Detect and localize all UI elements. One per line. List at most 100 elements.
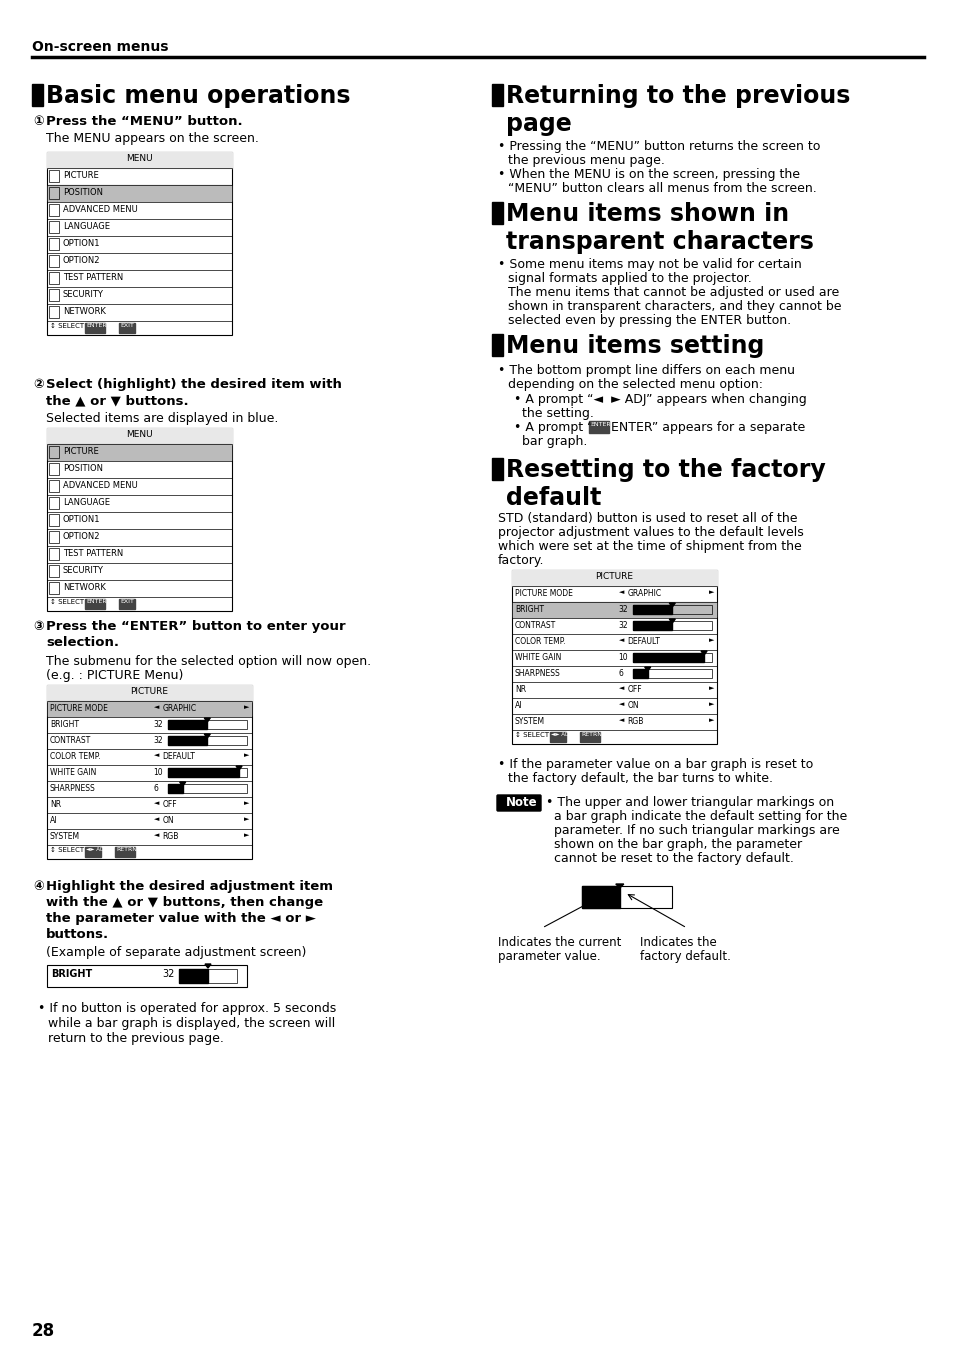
Text: ◄: ◄ [618,718,623,723]
Text: COLOR TEMP.: COLOR TEMP. [50,751,100,761]
Text: 32: 32 [618,604,628,614]
Text: 10: 10 [618,653,628,662]
Bar [179,969,236,983]
Bar [168,720,247,728]
Text: “MENU” button clears all menus from the screen.: “MENU” button clears all menus from the … [507,182,816,196]
Text: 6: 6 [153,784,158,793]
Text: • The upper and lower triangular markings on: • The upper and lower triangular marking… [545,796,833,809]
Text: factory.: factory. [497,554,544,567]
Text: NETWORK: NETWORK [63,583,106,592]
Text: ►: ► [708,590,714,595]
Bar [632,653,711,662]
Bar [168,737,247,745]
Polygon shape [235,766,242,770]
Text: Select (highlight) the desired item with: Select (highlight) the desired item with [46,378,341,391]
Text: the ▲ or ▼ buttons.: the ▲ or ▼ buttons. [46,394,189,407]
Polygon shape [669,619,675,623]
Bar [492,202,502,224]
Text: 32: 32 [618,621,628,630]
Text: DEFAULT: DEFAULT [162,751,195,761]
Text: ►: ► [244,832,249,838]
Bar [492,84,502,107]
Text: 28: 28 [32,1322,55,1340]
Text: STD (standard) button is used to reset all of the: STD (standard) button is used to reset a… [497,513,797,525]
Bar [49,170,59,182]
Bar [49,496,59,509]
Text: LANGUAGE: LANGUAGE [63,498,110,507]
Text: The submenu for the selected option will now open.: The submenu for the selected option will… [46,656,371,668]
Bar [588,421,608,433]
Text: ↕ SELECT: ↕ SELECT [50,599,84,604]
Text: NR: NR [50,800,61,809]
Text: selection.: selection. [46,635,119,649]
Text: ON: ON [162,816,174,826]
Text: buttons.: buttons. [46,928,109,942]
Bar [512,571,717,745]
Bar [168,768,247,777]
Text: POSITION: POSITION [63,464,103,473]
Text: while a bar graph is displayed, the screen will: while a bar graph is displayed, the scre… [48,1017,335,1031]
Text: the factory default, the bar turns to white.: the factory default, the bar turns to wh… [507,772,772,785]
Text: Menu items setting: Menu items setting [505,335,763,357]
Text: ENTER: ENTER [86,322,107,328]
Text: ◄: ◄ [618,701,623,707]
Text: the setting.: the setting. [521,407,594,420]
Text: WHITE GAIN: WHITE GAIN [50,768,96,777]
Text: a bar graph indicate the default setting for the: a bar graph indicate the default setting… [554,809,846,823]
Bar [550,733,565,742]
Text: ENTER: ENTER [589,422,610,428]
Bar [632,621,672,630]
Text: • If the parameter value on a bar graph is reset to: • If the parameter value on a bar graph … [497,758,812,772]
Text: ◄: ◄ [153,704,159,710]
Text: WHITE GAIN: WHITE GAIN [515,653,560,662]
Text: PICTURE: PICTURE [595,572,633,581]
Text: cannot be reset to the factory default.: cannot be reset to the factory default. [554,853,793,865]
Text: ◄: ◄ [618,590,623,595]
Text: PICTURE: PICTURE [131,687,169,696]
Text: 6: 6 [618,669,623,679]
Bar [49,237,59,250]
Bar [632,604,672,614]
Polygon shape [615,884,623,888]
Text: ►: ► [708,685,714,691]
Text: ENTER” appears for a separate: ENTER” appears for a separate [610,421,804,434]
Text: shown in transparent characters, and they cannot be: shown in transparent characters, and the… [507,299,841,313]
Text: BRIGHT: BRIGHT [515,604,543,614]
Bar [115,847,135,857]
Text: Indicates the: Indicates the [639,936,716,948]
Text: RGB: RGB [162,832,179,840]
Bar [581,886,671,908]
Text: CONTRAST: CONTRAST [515,621,556,630]
Text: BRIGHT: BRIGHT [50,720,79,728]
Text: On-screen menus: On-screen menus [32,40,169,54]
Bar [49,463,59,475]
Text: selected even by pressing the ENTER button.: selected even by pressing the ENTER butt… [507,314,790,326]
Text: 32: 32 [162,969,174,979]
Text: (e.g. : PICTURE Menu): (e.g. : PICTURE Menu) [46,669,183,683]
Text: OFF: OFF [162,800,177,809]
Text: ADVANCED MENU: ADVANCED MENU [63,482,137,490]
Text: ◄: ◄ [618,685,623,691]
Bar [85,322,105,333]
Text: ◄► ADJ: ◄► ADJ [86,847,106,853]
Polygon shape [644,666,650,670]
Text: Resetting to the factory: Resetting to the factory [505,459,825,482]
Text: CONTRAST: CONTRAST [50,737,91,745]
Text: BRIGHT: BRIGHT [51,969,92,979]
Text: TEST PATTERN: TEST PATTERN [63,272,123,282]
Text: Press the “MENU” button.: Press the “MENU” button. [46,115,242,128]
Text: OPTION2: OPTION2 [63,532,100,541]
Bar [47,428,232,611]
Text: • If no button is operated for approx. 5 seconds: • If no button is operated for approx. 5… [38,1002,335,1014]
Bar [48,185,231,201]
Text: ►: ► [708,637,714,643]
Text: return to the previous page.: return to the previous page. [48,1032,224,1045]
Text: ↕ SELECT: ↕ SELECT [515,733,549,738]
Bar [49,289,59,301]
Bar [492,459,502,480]
Text: The menu items that cannot be adjusted or used are: The menu items that cannot be adjusted o… [507,286,839,299]
Text: page: page [505,112,571,136]
Text: LANGUAGE: LANGUAGE [63,223,110,231]
Text: Returning to the previous: Returning to the previous [505,84,849,108]
Text: The MENU appears on the screen.: The MENU appears on the screen. [46,132,258,144]
